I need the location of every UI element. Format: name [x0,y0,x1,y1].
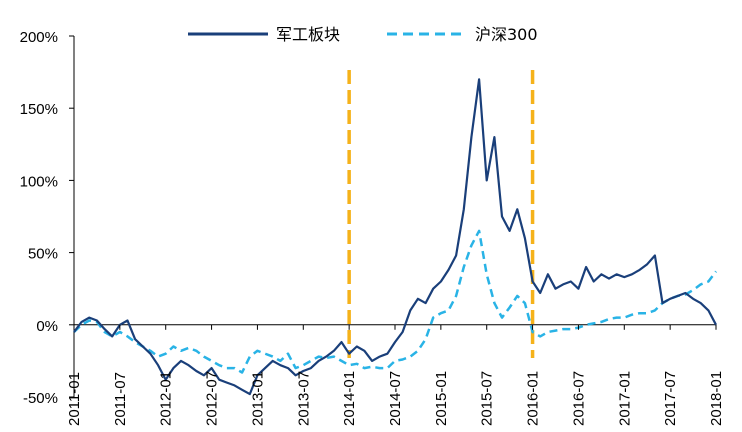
x-tick-label: 2016-07 [570,371,587,426]
x-tick-label: 2012-01 [158,371,175,426]
x-tick-label: 2017-07 [662,371,679,426]
legend-label-series-1: 沪深300 [475,25,538,44]
x-tick-label: 2011-07 [112,372,129,426]
x-tick-label: 2013-01 [249,371,266,426]
x-tick-label: 2015-07 [479,371,496,426]
x-tick-label: 2011-01 [66,372,83,426]
y-tick-label: 0% [36,318,58,335]
y-tick-label: 200% [20,29,58,46]
series-line-1 [73,229,717,374]
series-layer [73,78,717,396]
x-tick-label: 2014-07 [387,371,404,426]
x-axis-ticks: 2011-01 2011-07 2012-01 2012-07 2013-01 2013-… [66,324,725,426]
y-tick-label: -50% [23,390,58,407]
x-tick-label: 2017-01 [616,371,633,426]
x-tick-label: 2016-01 [525,371,542,426]
vertical-markers [347,70,535,358]
x-tick-label: 2018-01 [708,371,725,426]
legend-label-series-0: 军工板块 [276,25,340,44]
series-line-0 [73,78,717,396]
y-tick-label: 100% [20,173,58,190]
x-tick-label: 2012-07 [204,371,221,426]
y-tick-label: 50% [28,246,58,263]
legend: 军工板块 沪深300 [188,25,538,44]
y-tick-label: 150% [20,101,58,118]
y-axis-ticks: 200% 150% 100% 50% 0% -50% [20,29,74,407]
x-tick-label: 2013-07 [295,371,312,426]
x-tick-label: 2015-01 [433,371,450,426]
x-tick-label: 2014-01 [341,371,358,426]
